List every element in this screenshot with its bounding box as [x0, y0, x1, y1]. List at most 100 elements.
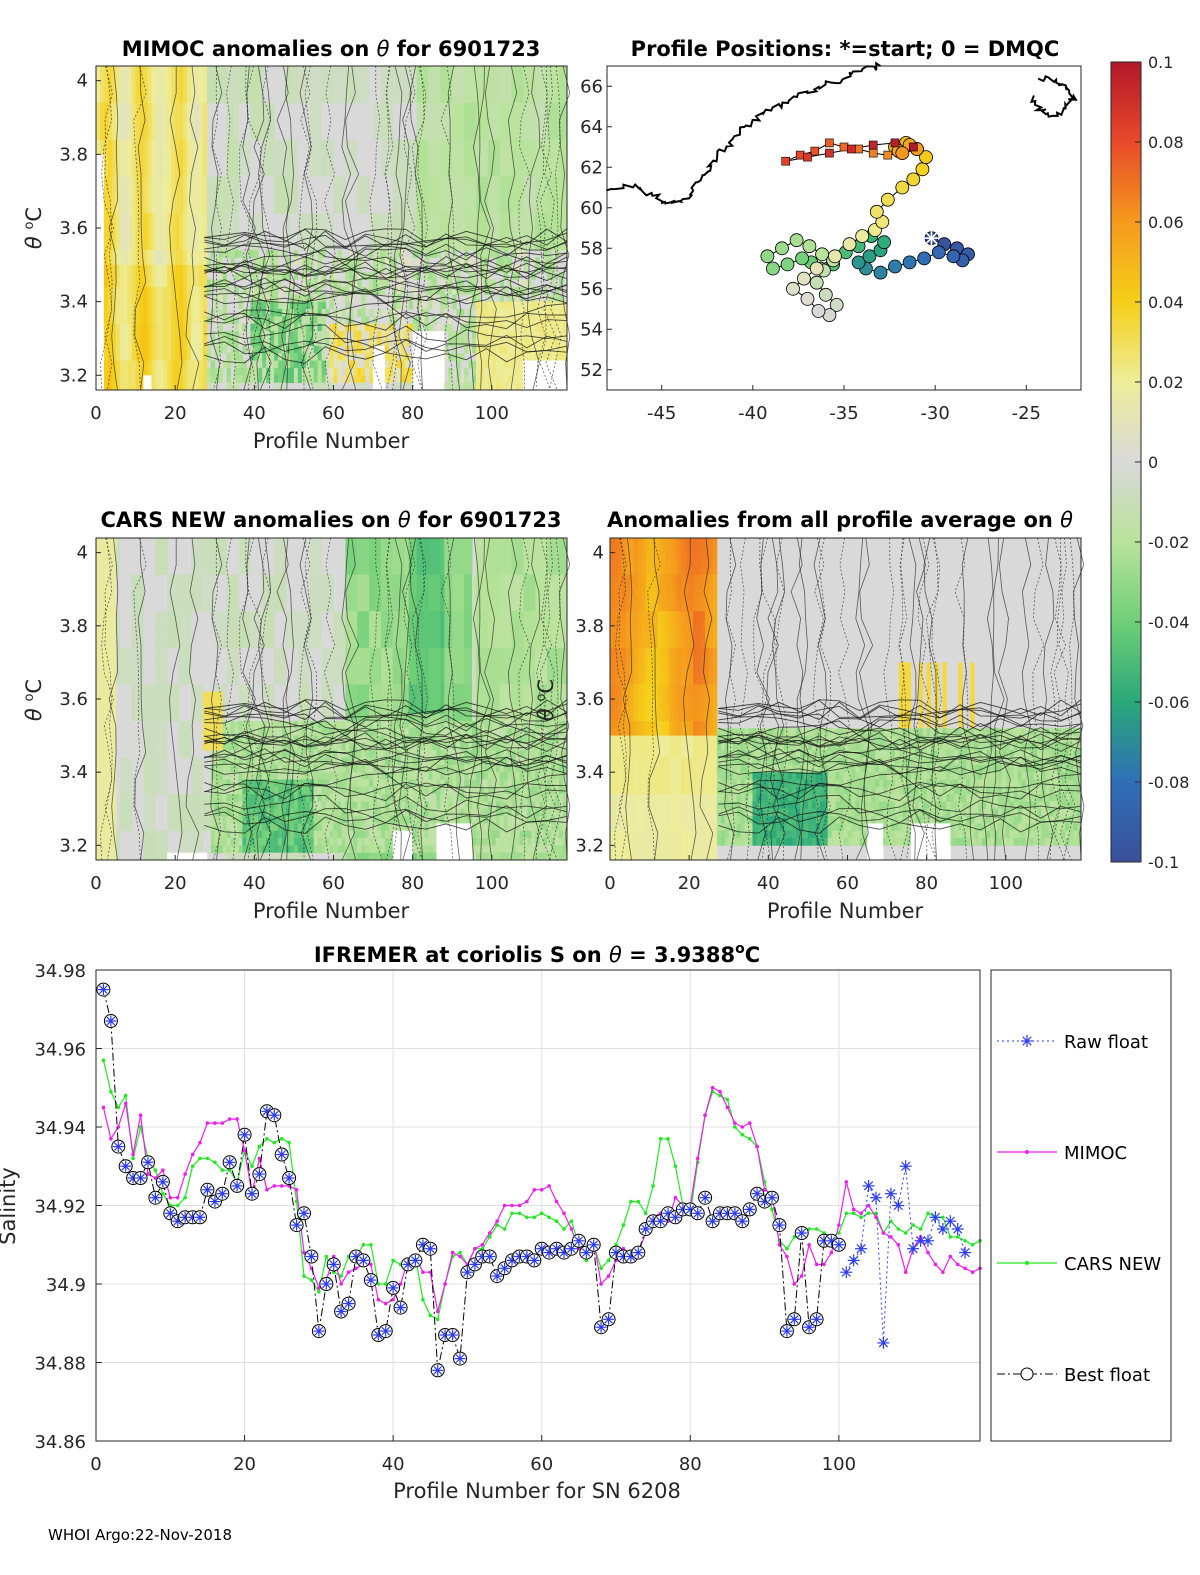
- anomaly-cell: [555, 124, 560, 133]
- anomaly-cell: [424, 183, 429, 192]
- anomaly-cell: [305, 235, 311, 244]
- anomaly-cell: [274, 382, 279, 391]
- anomaly-cell: [226, 102, 231, 111]
- anomaly-cell: [381, 257, 386, 266]
- anomaly-cell: [107, 823, 113, 832]
- anomaly-cell: [377, 235, 382, 244]
- anomaly-cell: [127, 183, 133, 192]
- anomaly-cell: [143, 742, 148, 751]
- anomaly-cell: [456, 220, 461, 229]
- anomaly-cell: [187, 353, 192, 361]
- anomaly-cell: [456, 331, 461, 339]
- anomaly-cell: [416, 242, 421, 251]
- anomaly-cell: [163, 779, 168, 788]
- anomaly-cell: [428, 205, 433, 214]
- anomaly-cell: [202, 117, 208, 126]
- anomaly-cell: [487, 235, 493, 244]
- anomaly-cell: [187, 345, 192, 354]
- anomaly-cell: [230, 382, 235, 391]
- anomaly-cell: [194, 257, 200, 266]
- data-gap-cell: [96, 286, 101, 295]
- anomaly-cell: [325, 353, 330, 361]
- data-gap-cell: [96, 154, 101, 163]
- anomaly-cell: [309, 139, 315, 148]
- anomaly-cell: [194, 95, 200, 104]
- anomaly-cell: [317, 353, 322, 361]
- anomaly-cell: [511, 375, 516, 384]
- anomaly-cell: [270, 102, 275, 111]
- anomaly-cell: [479, 331, 485, 339]
- anomaly-cell: [187, 183, 192, 192]
- anomaly-cell: [444, 382, 449, 391]
- anomaly-cell: [329, 323, 334, 332]
- anomaly-cell: [191, 95, 196, 104]
- anomaly-cell: [226, 316, 231, 325]
- y-tick-label: 3.2: [59, 365, 88, 386]
- anomaly-cell: [495, 161, 501, 170]
- data-gap-cell: [100, 228, 105, 236]
- anomaly-cell: [543, 80, 548, 89]
- anomaly-cell: [155, 552, 160, 561]
- anomaly-cell: [511, 169, 516, 177]
- anomaly-cell: [143, 286, 148, 295]
- anomaly-cell: [436, 183, 441, 192]
- anomaly-cell: [483, 198, 489, 207]
- anomaly-cell: [151, 264, 156, 273]
- anomaly-cell: [483, 124, 489, 133]
- anomaly-cell: [555, 294, 560, 303]
- anomaly-cell: [559, 242, 564, 251]
- anomaly-cell: [262, 124, 267, 133]
- anomaly-cell: [349, 147, 354, 155]
- anomaly-cell: [187, 198, 192, 207]
- anomaly-cell: [107, 772, 113, 780]
- anomaly-cell: [167, 176, 172, 185]
- contour-line: [169, 66, 183, 391]
- anomaly-cell: [100, 684, 105, 693]
- anomaly-cell: [202, 147, 208, 155]
- anomaly-cell: [460, 161, 465, 170]
- anomaly-cell: [155, 316, 160, 325]
- data-gap-cell: [420, 338, 425, 347]
- anomaly-cell: [139, 213, 144, 222]
- anomaly-cell: [210, 360, 216, 369]
- anomaly-cell: [187, 301, 192, 310]
- anomaly-cell: [400, 183, 406, 192]
- anomaly-cell: [187, 169, 192, 177]
- anomaly-cell: [266, 338, 271, 347]
- anomaly-cell: [123, 338, 129, 347]
- anomaly-cell: [131, 669, 136, 678]
- anomaly-cell: [163, 139, 168, 148]
- anomaly-cell: [127, 213, 133, 222]
- anomaly-cell: [499, 66, 505, 74]
- anomaly-cell: [408, 154, 414, 163]
- anomaly-cell: [107, 66, 113, 74]
- anomaly-cell: [357, 88, 362, 96]
- anomaly-cell: [476, 294, 481, 303]
- anomaly-cell: [369, 309, 374, 317]
- anomaly-cell: [226, 139, 231, 148]
- anomaly-cell: [400, 154, 406, 163]
- anomaly-cell: [266, 102, 271, 111]
- anomaly-cell: [159, 735, 164, 744]
- anomaly-cell: [472, 73, 477, 82]
- anomaly-cell: [151, 316, 156, 325]
- anomaly-cell: [523, 117, 528, 126]
- anomaly-cell: [206, 382, 212, 391]
- anomaly-cell: [286, 331, 291, 339]
- anomaly-cell: [472, 191, 477, 199]
- anomaly-cell: [183, 80, 188, 89]
- anomaly-cell: [452, 73, 457, 82]
- data-gap-cell: [377, 382, 382, 391]
- anomaly-cell: [468, 88, 473, 96]
- anomaly-cell: [329, 88, 334, 96]
- anomaly-cell: [511, 124, 516, 133]
- anomaly-cell: [479, 338, 485, 347]
- anomaly-cell: [400, 367, 406, 376]
- anomaly-cell: [123, 772, 129, 780]
- anomaly-cell: [547, 250, 552, 258]
- anomaly-cell: [115, 567, 121, 576]
- anomaly-cell: [175, 301, 180, 310]
- anomaly-cell: [476, 205, 481, 214]
- anomaly-cell: [547, 117, 552, 126]
- anomaly-cell: [337, 353, 342, 361]
